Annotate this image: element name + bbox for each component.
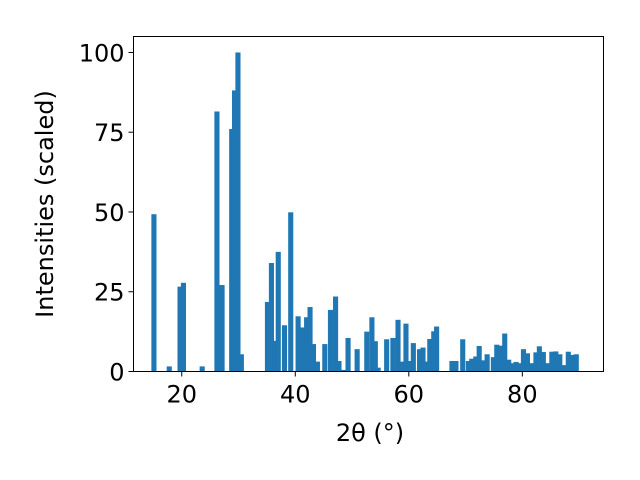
bar: [573, 354, 579, 372]
bar: [449, 360, 455, 372]
bar: [336, 360, 342, 372]
bar: [407, 360, 413, 372]
bar: [364, 331, 370, 372]
x-axis: 20 40 60 80: [166, 371, 538, 409]
bar: [561, 365, 567, 372]
bar: [502, 333, 508, 372]
x-tick-label: 80: [507, 381, 538, 409]
bar: [476, 345, 482, 372]
bar: [460, 339, 466, 372]
bar: [235, 52, 241, 372]
bar: [480, 360, 486, 372]
bar: [453, 360, 459, 372]
bar: [229, 129, 235, 372]
bar: [403, 323, 409, 372]
bar: [434, 326, 440, 372]
bar: [498, 345, 504, 372]
bar: [427, 338, 433, 372]
bar: [390, 338, 396, 372]
bar: [345, 338, 351, 372]
bar: [333, 296, 339, 372]
bar: [520, 349, 527, 372]
bar: [281, 325, 288, 372]
bar: [553, 351, 559, 372]
plot-frame: [133, 36, 604, 372]
y-tick-label: 0: [109, 359, 124, 387]
bar: [310, 344, 316, 372]
bar: [177, 286, 183, 372]
x-tick-label: 40: [280, 381, 311, 409]
bar: [469, 358, 475, 372]
bar: [272, 340, 278, 372]
x-tick-label: 60: [394, 381, 425, 409]
bar: [528, 363, 534, 372]
bar: [354, 349, 360, 372]
bar: [180, 282, 187, 372]
y-axis: 0 25 50 75 100: [79, 39, 134, 387]
x-axis-label: 2θ (°): [336, 419, 404, 447]
bar: [399, 361, 405, 372]
bar: [372, 341, 378, 372]
bar: [231, 90, 238, 372]
bar-series: [151, 52, 579, 372]
y-tick-label: 100: [79, 39, 125, 67]
bar: [569, 354, 575, 372]
bar: [513, 361, 519, 372]
bar: [340, 369, 347, 372]
bar: [484, 354, 490, 372]
bar: [327, 309, 334, 372]
bar: [238, 354, 244, 372]
bar: [417, 349, 423, 372]
bar: [369, 317, 375, 372]
bar: [307, 307, 313, 372]
bar: [536, 346, 542, 372]
y-tick-label: 50: [94, 199, 125, 227]
bar: [268, 263, 274, 372]
y-tick-label: 75: [94, 119, 125, 147]
bar: [384, 339, 390, 372]
bar: [199, 366, 205, 372]
bar: [557, 354, 563, 372]
bar: [420, 347, 426, 372]
bar: [151, 214, 157, 372]
bar: [465, 360, 471, 372]
y-tick-label: 25: [94, 279, 125, 307]
bar: [214, 111, 220, 372]
bar: [545, 363, 551, 372]
bar: [264, 301, 271, 372]
bar: [506, 359, 512, 372]
bar: [517, 363, 523, 372]
bar: [314, 361, 320, 372]
bar: [395, 319, 401, 372]
bar: [288, 212, 294, 372]
bar: [540, 352, 546, 372]
bar: [565, 351, 571, 372]
y-axis-label: Intensities (scaled): [31, 90, 59, 318]
bar: [549, 351, 555, 372]
bar: [375, 367, 381, 372]
bar: [494, 344, 500, 372]
bar: [533, 352, 539, 372]
bar: [304, 317, 310, 372]
bar: [423, 361, 429, 372]
bar: [431, 331, 437, 372]
bar: [410, 343, 416, 372]
x-tick-label: 20: [166, 381, 197, 409]
bar: [166, 366, 172, 372]
bar: [509, 363, 515, 372]
bar: [524, 353, 530, 372]
bar: [322, 344, 328, 372]
bar: [275, 251, 281, 372]
bar: [219, 285, 225, 372]
bar: [490, 357, 496, 372]
bar: [473, 356, 479, 372]
bar: [295, 316, 301, 372]
bar: [300, 327, 306, 372]
